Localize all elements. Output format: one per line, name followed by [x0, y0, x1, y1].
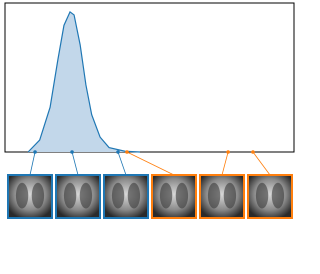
- image-thumbnail: [103, 174, 149, 219]
- image-detail: [207, 182, 221, 209]
- connector: [71, 151, 79, 176]
- image-thumbnail: [151, 174, 197, 219]
- connector: [221, 151, 229, 176]
- image-detail: [15, 182, 29, 209]
- sample-point: [226, 150, 230, 154]
- image-detail: [31, 182, 45, 209]
- sample-point: [251, 150, 255, 154]
- connector: [252, 151, 271, 176]
- sample-point: [116, 150, 120, 154]
- connector: [29, 151, 36, 176]
- image-detail: [223, 182, 237, 209]
- image-detail: [271, 182, 285, 209]
- image-thumbnail: [55, 174, 101, 219]
- sample-point: [70, 150, 74, 154]
- image-detail: [127, 182, 141, 209]
- density-line: [27, 11, 140, 153]
- connector: [126, 151, 175, 176]
- image-detail: [175, 182, 189, 209]
- sample-point: [33, 150, 37, 154]
- connector: [117, 151, 127, 176]
- image-detail: [63, 182, 77, 209]
- plot-frame: [4, 2, 295, 153]
- density-area: [28, 11, 140, 152]
- image-detail: [159, 182, 173, 209]
- image-thumbnail: [7, 174, 53, 219]
- image-detail: [255, 182, 269, 209]
- image-detail: [79, 182, 93, 209]
- image-thumbnail: [199, 174, 245, 219]
- sample-point: [125, 150, 129, 154]
- chart: [4, 2, 295, 219]
- image-thumbnail: [247, 174, 293, 219]
- image-detail: [111, 182, 125, 209]
